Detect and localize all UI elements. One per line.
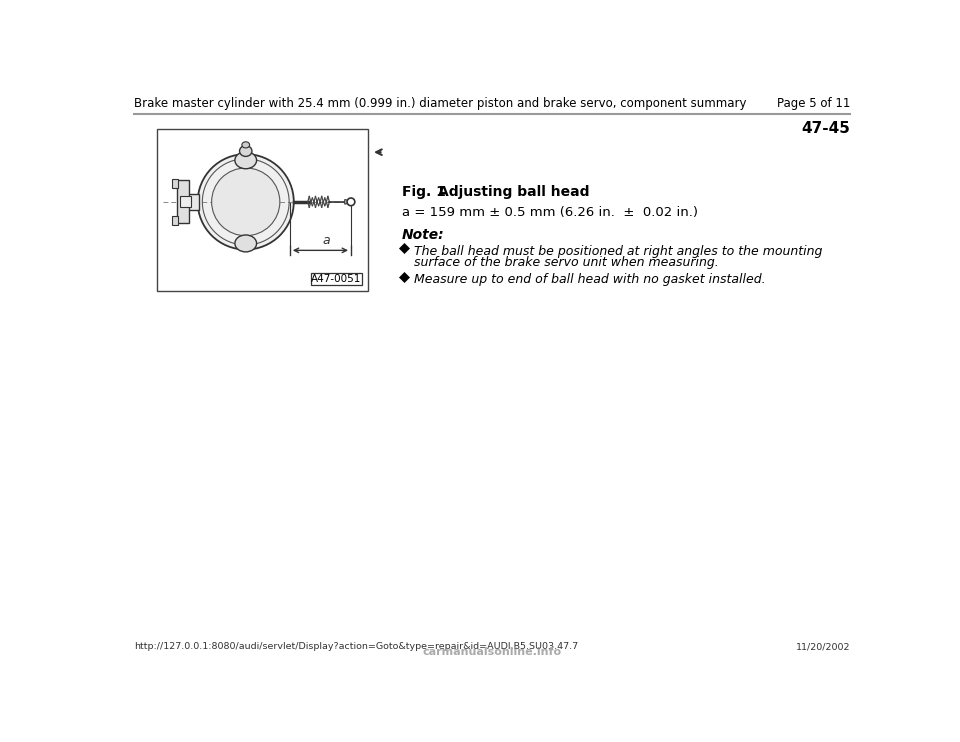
Text: A47-0051: A47-0051	[311, 274, 361, 284]
Text: 11/20/2002: 11/20/2002	[796, 642, 850, 651]
Circle shape	[211, 168, 279, 236]
Text: Fig. 1: Fig. 1	[402, 185, 446, 199]
Text: Measure up to end of ball head with no gasket installed.: Measure up to end of ball head with no g…	[415, 273, 766, 286]
Text: a = 159 mm ± 0.5 mm (6.26 in.  ±  0.02 in.): a = 159 mm ± 0.5 mm (6.26 in. ± 0.02 in.…	[402, 206, 698, 219]
Text: Note:: Note:	[402, 228, 444, 242]
Text: 47-45: 47-45	[802, 122, 850, 137]
Text: carmanualsonline.info: carmanualsonline.info	[422, 646, 562, 657]
Text: The ball head must be positioned at right angles to the mounting: The ball head must be positioned at righ…	[415, 245, 823, 257]
Bar	[180, 194, 200, 209]
Bar	[172, 179, 179, 188]
Text: surface of the brake servo unit when measuring.: surface of the brake servo unit when mea…	[415, 256, 719, 269]
Polygon shape	[345, 200, 349, 204]
Ellipse shape	[235, 235, 256, 252]
Circle shape	[198, 154, 294, 249]
Ellipse shape	[240, 145, 252, 157]
Bar	[177, 180, 189, 223]
Text: Page 5 of 11: Page 5 of 11	[777, 96, 850, 110]
Text: a: a	[323, 234, 330, 247]
Circle shape	[348, 198, 355, 206]
Ellipse shape	[242, 142, 250, 148]
Bar	[157, 129, 368, 291]
Ellipse shape	[235, 152, 256, 168]
Text: Adjusting ball head: Adjusting ball head	[438, 185, 589, 199]
Bar	[172, 216, 179, 225]
Text: http://127.0.0.1:8080/audi/servlet/Display?action=Goto&type=repair&id=AUDI.B5.SU: http://127.0.0.1:8080/audi/servlet/Displ…	[134, 642, 578, 651]
Bar	[311, 273, 362, 285]
Bar	[180, 197, 190, 207]
Text: Brake master cylinder with 25.4 mm (0.999 in.) diameter piston and brake servo, : Brake master cylinder with 25.4 mm (0.99…	[134, 96, 747, 110]
